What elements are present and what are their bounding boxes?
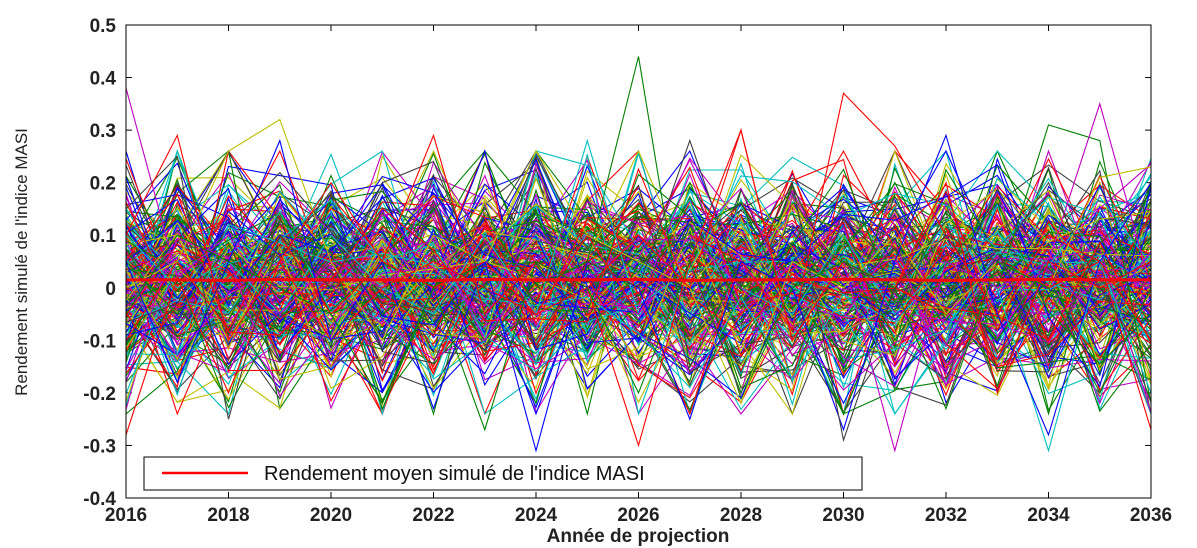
mean-series-line (126, 277, 1151, 282)
simulated-series-line (126, 171, 1151, 362)
simulated-series-line (126, 128, 1151, 395)
plot-area (126, 56, 1151, 453)
x-tick-label: 2032 (925, 505, 967, 526)
simulated-series-line (126, 173, 1151, 368)
x-axis-label: Année de projection (547, 526, 730, 547)
y-tick-label: 0.1 (90, 226, 117, 247)
y-axis-label: Rendement simulé de l'indice MASI (12, 128, 31, 396)
simulated-series-line (126, 187, 1151, 364)
simulated-series-line (126, 154, 1151, 416)
simulated-series-line (126, 196, 1151, 347)
simulated-series-line (126, 197, 1151, 361)
y-tick-label: -0.2 (83, 384, 116, 405)
simulated-series-line (126, 163, 1151, 366)
simulated-series-line (126, 198, 1151, 368)
simulated-series-line (126, 158, 1151, 391)
x-tick-label: 2030 (822, 505, 864, 526)
simulated-series-line (126, 138, 1151, 443)
y-tick-label: 0.2 (90, 174, 116, 195)
x-tick-label: 2028 (720, 505, 762, 526)
simulated-series-line (126, 184, 1151, 364)
y-tick-label: 0.5 (90, 16, 117, 37)
simulated-series-line (126, 234, 1151, 432)
simulated-series-line (126, 172, 1151, 340)
x-tick-label: 2018 (207, 505, 249, 526)
legend-box (143, 456, 863, 491)
simulated-series-line (126, 204, 1151, 390)
y-tick-labels: 0.5 0.4 0.3 0.2 0.1 0 -0.1 -0.2 -0.3 -0.4 (83, 16, 116, 510)
simulated-series-line (126, 189, 1151, 399)
simulated-series-line (126, 168, 1151, 411)
y-tick-label: -0.1 (83, 331, 116, 352)
x-tick-label: 2034 (1027, 505, 1070, 526)
simulated-series-line (126, 166, 1151, 370)
y-tick-label: 0.4 (90, 69, 117, 90)
simulated-series-line (126, 199, 1151, 373)
x-tick-label: 2036 (1130, 505, 1172, 526)
x-tick-label: 2022 (412, 505, 454, 526)
simulated-series-line (126, 196, 1151, 389)
simulated-series-line (126, 175, 1151, 411)
legend-label-mean: Rendement moyen simulé de l'indice MASI (264, 463, 645, 485)
legend: Rendement moyen simulé de l'indice MASI (143, 456, 863, 491)
simulated-series-line (126, 164, 1151, 415)
simulated-series-line (126, 158, 1151, 344)
x-tick-label: 2020 (310, 505, 352, 526)
x-tick-labels: 2016 2018 2020 2022 2024 2026 2028 2030 2032 2034… (105, 505, 1172, 526)
x-tick-label: 2016 (105, 505, 147, 526)
simulated-series-line (126, 154, 1151, 416)
simulated-series-line (126, 166, 1151, 368)
simulated-series-group (126, 56, 1151, 453)
plot-frame (125, 24, 1152, 499)
simulated-series-line (126, 195, 1151, 409)
mean-series-group (126, 277, 1151, 282)
y-tick-label: -0.3 (83, 436, 116, 457)
y-tick-label: 0.3 (90, 121, 116, 142)
x-tick-label: 2024 (515, 505, 558, 526)
x-tick-label: 2026 (617, 505, 659, 526)
simulated-series-line (126, 167, 1151, 344)
y-tick-label: -0.4 (83, 489, 116, 510)
y-tick-label: 0 (105, 279, 116, 300)
